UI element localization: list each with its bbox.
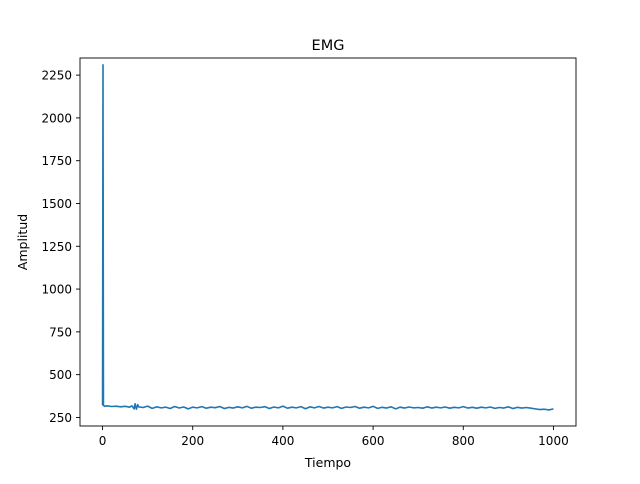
y-tick-label: 1750 [41, 154, 72, 168]
y-axis: 250 500 750 1000 1250 1500 1750 2000 2250 [41, 69, 80, 425]
y-tick-label: 250 [49, 411, 72, 425]
x-tick-label: 200 [181, 434, 204, 448]
y-tick-label: 500 [49, 368, 72, 382]
x-axis-label: Tiempo [304, 455, 351, 470]
y-tick-label: 1250 [41, 240, 72, 254]
series-line-0 [101, 64, 554, 411]
x-tick-label: 400 [271, 434, 294, 448]
plot-layer [101, 64, 554, 411]
plot-frame [79, 57, 577, 427]
x-tick-label: 600 [362, 434, 385, 448]
y-tick-label: 1500 [41, 197, 72, 211]
x-axis: 0 200 400 600 800 1000 [99, 426, 569, 448]
y-axis-label: Amplitud [15, 214, 30, 270]
y-tick-label: 1000 [41, 283, 72, 297]
x-tick-label: 0 [99, 434, 107, 448]
x-tick-label: 1000 [538, 434, 569, 448]
y-tick-label: 2000 [41, 111, 72, 125]
y-tick-label: 750 [49, 325, 72, 339]
x-tick-label: 800 [452, 434, 475, 448]
y-tick-label: 2250 [41, 69, 72, 83]
chart-title: EMG [312, 38, 345, 54]
